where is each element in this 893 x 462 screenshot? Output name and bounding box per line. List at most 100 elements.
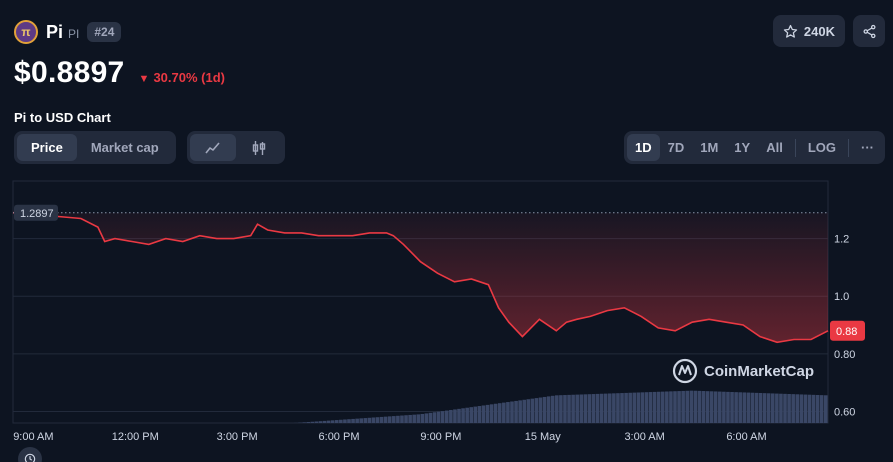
volume-bar xyxy=(624,392,628,423)
volume-bar xyxy=(493,403,498,423)
volume-bar xyxy=(326,420,331,423)
volume-bar xyxy=(673,391,677,423)
volume-bar xyxy=(334,420,339,423)
x-tick-label: 6:00 PM xyxy=(319,431,360,443)
volume-bar xyxy=(330,420,335,423)
volume-bar xyxy=(758,393,763,423)
y-tick-label: 0.80 xyxy=(834,349,855,361)
range-7d[interactable]: 7D xyxy=(667,140,685,155)
volume-bar xyxy=(607,393,612,423)
rank-badge: #24 xyxy=(87,22,122,42)
volume-bar xyxy=(432,412,437,423)
volume-bar xyxy=(742,392,747,423)
volume-bar xyxy=(367,417,372,423)
volume-bar xyxy=(416,414,421,423)
top-actions: 240K xyxy=(772,15,885,47)
chart-title: Pi to USD Chart xyxy=(14,110,111,125)
coin-header: π Pi PI #24 xyxy=(14,20,122,44)
share-button[interactable] xyxy=(853,15,885,47)
volume-bar xyxy=(375,417,380,423)
volume-bar xyxy=(534,398,539,423)
volume-bar xyxy=(583,394,588,423)
range-1m[interactable]: 1M xyxy=(700,140,719,155)
volume-bar xyxy=(347,419,351,423)
volume-bar xyxy=(766,393,771,423)
line-chart-button[interactable] xyxy=(190,134,236,161)
volume-bar xyxy=(656,391,661,423)
volume-bar xyxy=(746,392,751,423)
volume-bar xyxy=(542,396,547,423)
volume-bar xyxy=(383,416,388,423)
history-button[interactable] xyxy=(18,447,42,462)
range-toggle: 1D 7D 1M 1Y All LOG ··· xyxy=(623,131,885,164)
volume-bar xyxy=(665,391,669,423)
volume-bar xyxy=(567,394,571,423)
volume-bar xyxy=(652,391,657,423)
volume-bar xyxy=(575,394,579,423)
volume-bar xyxy=(408,414,412,423)
volume-bar xyxy=(787,393,791,423)
volume-bar xyxy=(314,421,319,423)
volume-bar xyxy=(734,392,738,423)
volume-bar xyxy=(400,415,404,423)
volume-bar xyxy=(453,409,457,423)
log-scale-button[interactable]: LOG xyxy=(807,140,836,155)
volume-bar xyxy=(457,408,461,423)
range-1y[interactable]: 1Y xyxy=(734,140,751,155)
tab-price[interactable]: Price xyxy=(17,134,77,161)
watchlist-count: 240K xyxy=(803,23,835,39)
volume-bar xyxy=(559,395,563,423)
price-value: $0.8897 xyxy=(14,56,125,89)
volume-bar xyxy=(697,390,702,423)
price-line xyxy=(12,211,829,344)
y-tick-label: 1.2 xyxy=(834,234,849,246)
volume-bar xyxy=(783,393,787,423)
more-options-button[interactable]: ··· xyxy=(861,140,874,155)
range-all[interactable]: All xyxy=(766,140,783,155)
volume-bar xyxy=(709,391,714,423)
range-divider xyxy=(794,138,796,157)
volume-bar xyxy=(620,393,624,423)
coinmarketcap-logo-icon xyxy=(672,358,698,384)
volume-bar xyxy=(555,395,559,423)
watchlist-button[interactable]: 240K xyxy=(772,15,845,47)
volume-bar xyxy=(522,399,527,423)
volume-bar xyxy=(449,409,453,423)
volume-bar xyxy=(754,392,759,423)
volume-bar xyxy=(318,421,323,423)
watermark-text: CoinMarketCap xyxy=(704,363,814,380)
volume-bar xyxy=(502,402,506,423)
volume-bar xyxy=(591,394,596,423)
range-1d[interactable]: 1D xyxy=(626,134,660,161)
volume-bar xyxy=(612,393,616,423)
x-tick-label: 9:00 PM xyxy=(420,431,461,443)
y-tick-label: 1.0 xyxy=(834,291,849,303)
volume-bar xyxy=(526,399,531,423)
volume-bar xyxy=(803,394,808,423)
volume-bar xyxy=(775,393,779,423)
coin-symbol: PI xyxy=(68,26,80,41)
volume-bar xyxy=(322,420,327,423)
price-chart: 1.2897 1.2 1.0 0.80 0.60 0.88 9:00 AM 12:00 … xyxy=(12,180,865,443)
price-change: 30.70% (1d) xyxy=(153,70,225,85)
volume-bar xyxy=(603,393,608,423)
volume-bar xyxy=(685,390,690,423)
volume-bar xyxy=(689,390,694,423)
volume-bar xyxy=(489,404,494,423)
x-tick-label: 15 May xyxy=(525,431,562,443)
volume-bar xyxy=(701,391,706,423)
volume-bar xyxy=(392,416,396,423)
volume-bar xyxy=(795,394,800,423)
coin-name: Pi xyxy=(46,21,64,42)
volume-bar xyxy=(648,392,653,423)
volume-bar xyxy=(660,391,665,423)
volume-bar xyxy=(644,392,649,423)
volume-bar xyxy=(599,393,604,423)
price-area xyxy=(13,212,828,343)
volume-bar xyxy=(461,408,465,423)
volume-bar xyxy=(514,400,518,423)
volume-bar xyxy=(677,391,681,423)
tab-market-cap[interactable]: Market cap xyxy=(90,140,159,155)
candlestick-button[interactable] xyxy=(236,134,282,161)
volume-bar xyxy=(412,414,416,423)
